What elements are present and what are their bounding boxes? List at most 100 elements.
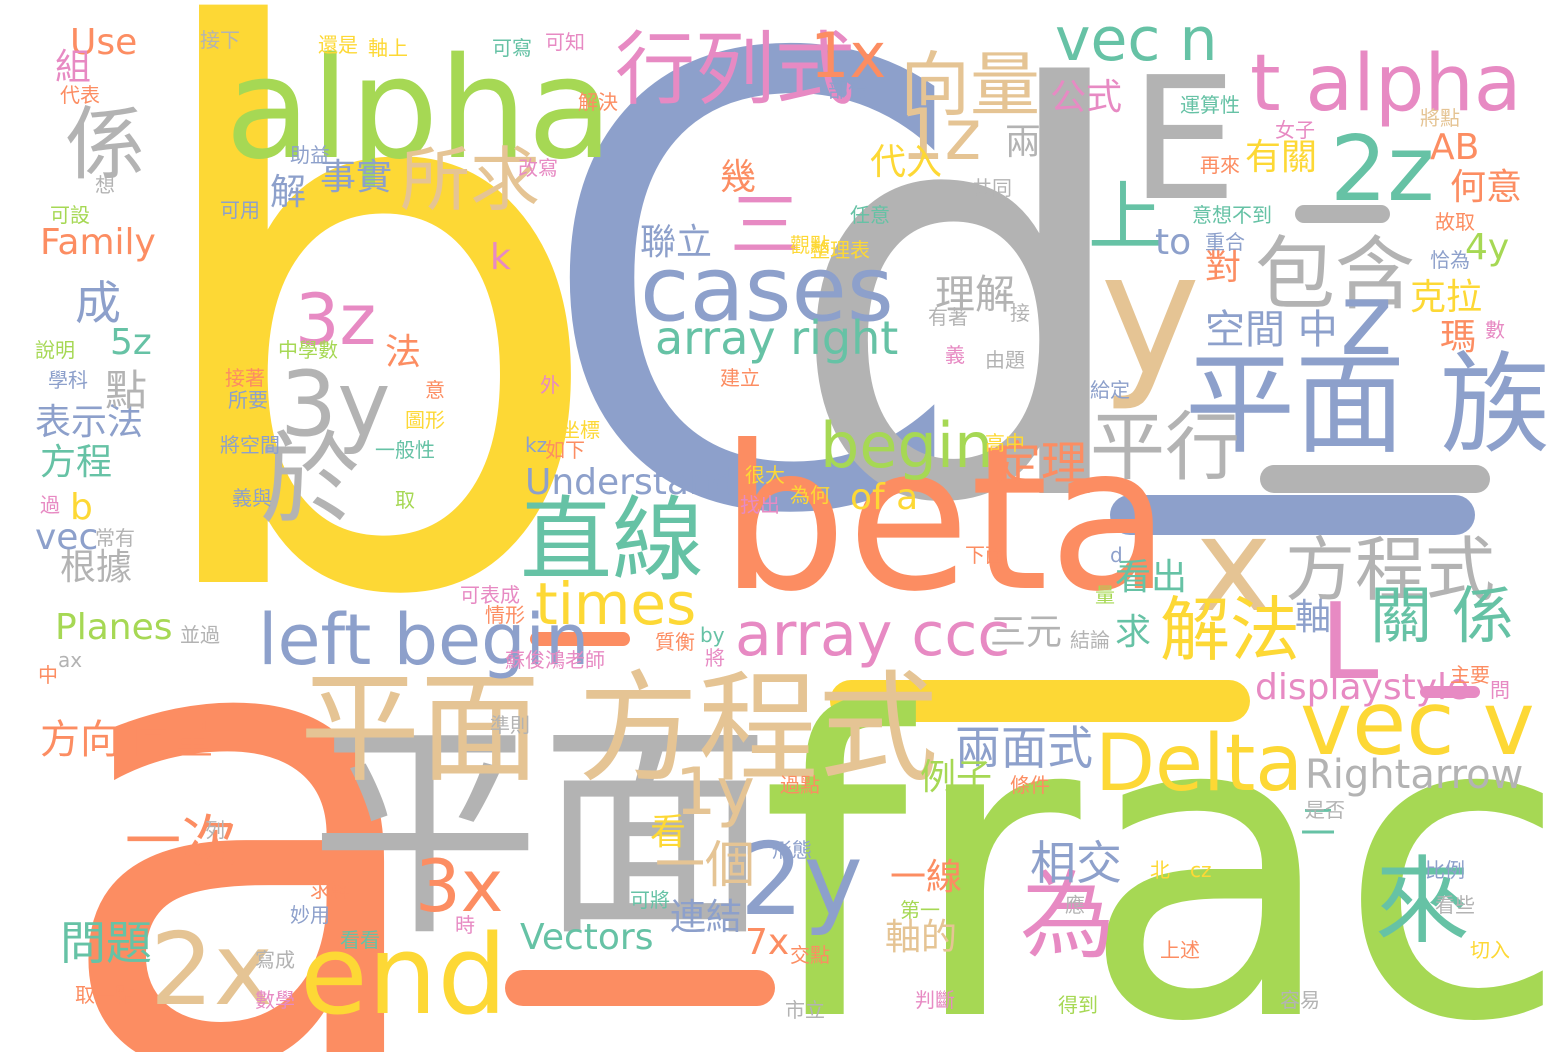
- cloud-word: 代表: [60, 83, 100, 107]
- cloud-word: 連結: [670, 897, 743, 938]
- cloud-word: of a: [850, 477, 919, 518]
- cloud-word: 有著: [928, 305, 968, 329]
- cloud-word: 第一: [900, 898, 940, 922]
- cloud-word: 列: [205, 818, 225, 842]
- cloud-word: 時: [455, 913, 475, 937]
- cloud-word: 軸上: [368, 36, 408, 60]
- cloud-word: 3z: [295, 279, 377, 361]
- cloud-word: 容易: [1280, 988, 1320, 1012]
- cloud-word: 條件: [1010, 773, 1050, 797]
- cloud-word: AB: [1430, 127, 1480, 168]
- cloud-word: 看出: [1115, 557, 1188, 598]
- cloud-word: array ccc: [735, 600, 1011, 670]
- cloud-word: 解決: [578, 90, 618, 114]
- cloud-word: 二: [1300, 802, 1337, 843]
- cloud-word: 觀點: [790, 233, 830, 257]
- underline-bar: [505, 970, 775, 1006]
- cloud-word: 學科: [48, 368, 88, 392]
- underline-bar: [1420, 686, 1480, 698]
- cloud-word: 一次: [125, 810, 237, 875]
- cloud-word: 幾: [720, 157, 757, 198]
- cloud-word: 判斷: [915, 988, 955, 1012]
- cloud-word: 來: [1375, 847, 1471, 957]
- cloud-word: 兩面式: [955, 721, 1093, 775]
- cloud-word: left begin: [258, 599, 590, 681]
- cloud-word: 於: [260, 421, 360, 538]
- cloud-word: 數: [1485, 318, 1505, 342]
- cloud-word: 整理表: [810, 238, 870, 262]
- cloud-word: 所要: [228, 388, 268, 412]
- cloud-word: 形態: [772, 838, 812, 862]
- cloud-word: 一般性: [375, 438, 435, 462]
- cloud-word: 直線: [520, 487, 705, 594]
- cloud-word: 看些: [1435, 893, 1475, 917]
- cloud-word: 2z: [1330, 117, 1435, 222]
- cloud-word: 行列式: [615, 23, 855, 116]
- cloud-word: 常有: [95, 526, 135, 550]
- cloud-word: 解: [270, 172, 307, 213]
- cloud-word: 公式: [1050, 77, 1123, 118]
- cloud-word: alpha: [225, 28, 614, 191]
- cloud-word: 定理: [995, 436, 1087, 490]
- cloud-word: 5z: [110, 322, 152, 363]
- cloud-word: 7x: [745, 922, 790, 963]
- cloud-word: 任意: [850, 203, 890, 227]
- cloud-word: 一個: [655, 836, 755, 894]
- cloud-word: Use: [70, 22, 138, 63]
- cloud-word: 下面: [965, 543, 1005, 567]
- cloud-word: 建立: [720, 366, 760, 390]
- cloud-word: displaystyle: [1255, 667, 1470, 708]
- cloud-word: to: [1155, 222, 1192, 263]
- cloud-word: 包含: [1255, 228, 1415, 321]
- cloud-word: 還是: [318, 33, 358, 57]
- cloud-word: 上述: [1160, 938, 1200, 962]
- cloud-word: 成: [75, 276, 121, 330]
- cloud-word: 改寫: [518, 156, 558, 180]
- cloud-word: 可用: [220, 198, 260, 222]
- underline-bar: [1260, 465, 1490, 493]
- cloud-word: 根據: [60, 547, 133, 588]
- cloud-word: Understand: [525, 462, 735, 503]
- cloud-word: 相交: [1030, 836, 1122, 890]
- cloud-word: 說明: [35, 338, 75, 362]
- cloud-word: 將點: [1420, 106, 1460, 130]
- cloud-word: 數學: [255, 988, 295, 1012]
- cloud-word: 平面: [310, 701, 771, 968]
- cloud-word: 問: [1490, 678, 1510, 702]
- cloud-word: 一線: [890, 857, 963, 898]
- cloud-word: 代入: [870, 142, 943, 183]
- cloud-word: 結論: [1070, 628, 1110, 652]
- cloud-word: 蘇俊鴻老師: [505, 648, 605, 672]
- cloud-word: 由題: [985, 348, 1025, 372]
- cloud-word: 恰為: [1430, 248, 1470, 272]
- cloud-word: 中: [38, 663, 58, 687]
- cloud-word: 方程式: [1285, 529, 1495, 611]
- cloud-word: d: [785, 0, 1141, 626]
- cloud-word: 比例: [1425, 858, 1465, 882]
- cloud-word: 軸: [1295, 597, 1332, 638]
- cloud-word: 平面 方程式: [300, 660, 939, 799]
- cloud-word: 平面 族: [1185, 341, 1548, 469]
- cloud-word: 將: [705, 646, 725, 670]
- cloud-word: 三: [730, 184, 800, 266]
- cloud-word: 係: [65, 98, 145, 191]
- cloud-word: 接下: [200, 28, 240, 52]
- cloud-word: array right: [655, 311, 899, 365]
- cloud-word: L: [1320, 581, 1379, 703]
- cloud-word: beta: [720, 403, 1171, 636]
- cloud-word: 法: [385, 332, 422, 373]
- cloud-word: 想: [95, 173, 115, 197]
- cloud-word: 很大: [745, 463, 785, 487]
- cloud-word: 解法: [1160, 589, 1300, 671]
- cloud-word: a: [50, 467, 443, 1052]
- cloud-word: 何意: [1450, 167, 1523, 208]
- cloud-word: 質衡: [655, 630, 695, 654]
- cloud-word: b: [70, 487, 93, 528]
- cloud-word: times: [535, 570, 697, 638]
- cloud-word: 1y: [675, 755, 755, 830]
- cloud-word: begin: [820, 409, 994, 482]
- cloud-word: 情形: [485, 603, 525, 627]
- cloud-word: d: [1110, 543, 1123, 567]
- cloud-word: kz: [525, 433, 548, 457]
- cloud-word: 故取: [1435, 210, 1475, 234]
